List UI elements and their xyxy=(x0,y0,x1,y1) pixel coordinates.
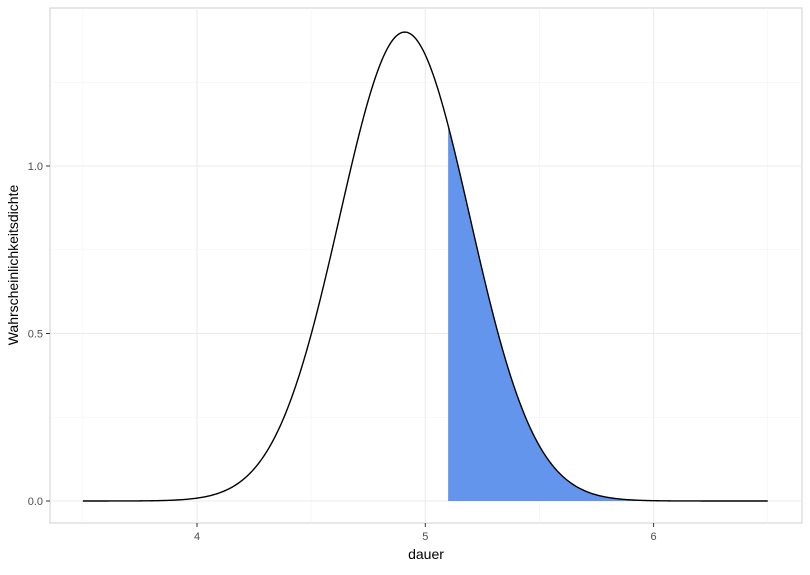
x-axis: 4 5 6 xyxy=(194,523,657,543)
y-axis-label: Wahrscheinlichkeitsdichte xyxy=(5,185,21,346)
grid xyxy=(50,8,802,523)
x-tick-label: 5 xyxy=(422,531,428,543)
y-tick-label: 1.0 xyxy=(28,161,43,173)
shaded-area xyxy=(448,125,654,501)
y-axis: 0.0 0.5 1.0 xyxy=(28,161,50,508)
x-tick-label: 6 xyxy=(651,531,657,543)
x-axis-label: dauer xyxy=(408,546,444,562)
density-curve xyxy=(82,31,768,502)
x-tick-label: 4 xyxy=(194,531,200,543)
y-tick-label: 0.5 xyxy=(28,329,43,341)
plot-panel xyxy=(49,7,803,524)
y-tick-label: 0.0 xyxy=(28,496,43,508)
